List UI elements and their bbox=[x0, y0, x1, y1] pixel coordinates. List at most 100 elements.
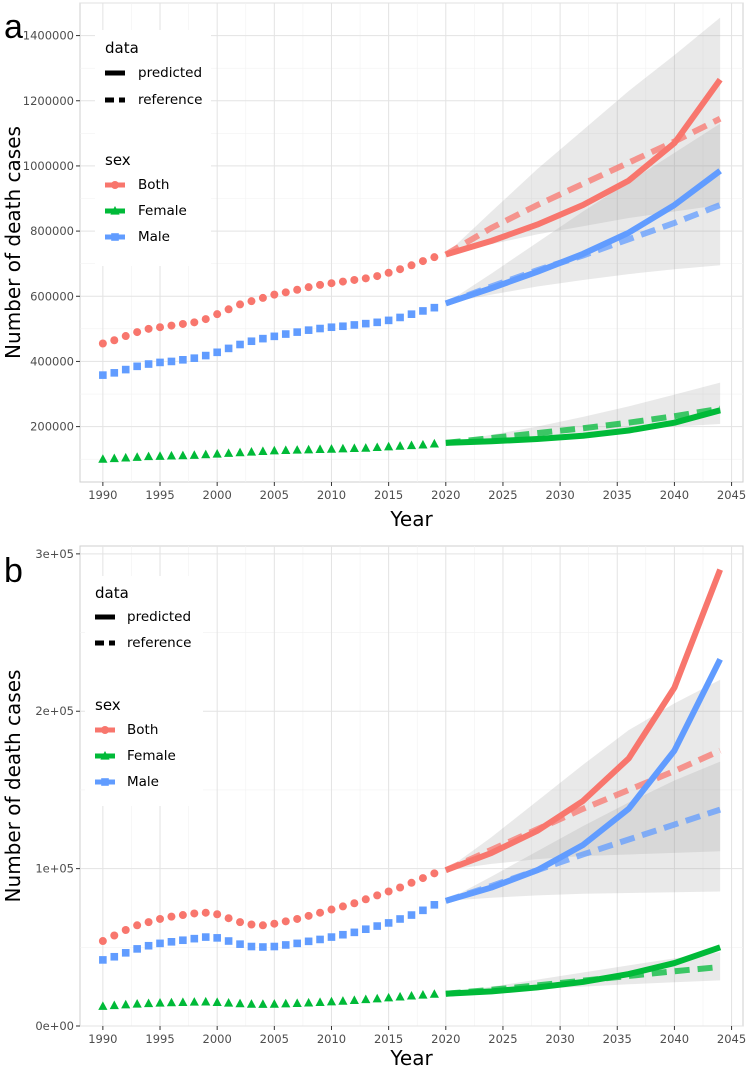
x-tick-label: 1990 bbox=[88, 488, 117, 502]
point-female bbox=[235, 447, 245, 457]
x-tick-label: 2015 bbox=[374, 488, 403, 502]
point-male bbox=[259, 334, 267, 343]
point-female bbox=[429, 989, 439, 998]
x-tick-label: 2030 bbox=[545, 488, 574, 502]
point-male bbox=[396, 915, 404, 923]
point-male bbox=[430, 303, 439, 312]
point-female bbox=[326, 996, 337, 1006]
point-female bbox=[98, 454, 108, 463]
legend-key-marker-female bbox=[110, 206, 120, 215]
y-tick-label: 1e+05 bbox=[35, 862, 74, 876]
point-both bbox=[121, 926, 130, 934]
legend-label-male: Male bbox=[127, 774, 159, 790]
point-both bbox=[167, 321, 176, 330]
point-both bbox=[293, 285, 302, 294]
point-both bbox=[338, 277, 347, 286]
point-female bbox=[361, 994, 371, 1004]
point-female bbox=[406, 990, 417, 1000]
point-male bbox=[133, 362, 141, 371]
point-male bbox=[350, 928, 359, 937]
point-male bbox=[361, 319, 370, 328]
point-both bbox=[213, 910, 222, 919]
y-tick-label: 1400000 bbox=[23, 29, 74, 43]
point-female bbox=[132, 452, 142, 461]
point-male bbox=[99, 956, 107, 964]
point-both bbox=[316, 280, 325, 289]
point-male bbox=[419, 906, 427, 915]
point-both bbox=[247, 297, 256, 306]
x-axis-title: Year bbox=[389, 1046, 433, 1070]
point-male bbox=[407, 911, 416, 919]
point-male bbox=[293, 328, 301, 336]
point-male bbox=[99, 371, 107, 379]
point-female bbox=[304, 444, 314, 454]
point-both bbox=[144, 324, 153, 333]
point-female bbox=[429, 438, 439, 448]
y-tick-label: 800000 bbox=[30, 224, 74, 238]
point-male bbox=[167, 938, 176, 946]
point-male bbox=[316, 935, 324, 944]
y-tick-label: 3e+05 bbox=[35, 547, 74, 561]
legend-key-marker-both bbox=[111, 181, 119, 189]
point-female bbox=[258, 999, 268, 1008]
band-male bbox=[445, 761, 721, 901]
point-both bbox=[258, 293, 267, 302]
axes: 1990 1995 2000 2005 2010 2015 2020 2025 2030 2035… bbox=[1, 547, 746, 1070]
point-both bbox=[281, 917, 290, 926]
point-female bbox=[235, 998, 245, 1008]
point-both bbox=[156, 914, 165, 923]
point-male bbox=[121, 949, 130, 957]
point-both bbox=[178, 911, 187, 920]
point-female bbox=[109, 1000, 119, 1010]
legend-key-marker-male bbox=[101, 778, 109, 786]
point-female bbox=[372, 442, 382, 452]
point-male bbox=[339, 322, 347, 331]
legend-label-both: Both bbox=[127, 722, 158, 738]
point-male bbox=[304, 326, 313, 334]
point-both bbox=[430, 869, 439, 878]
legend: data predicted reference sex Both Female Male bbox=[95, 30, 211, 266]
point-female bbox=[143, 451, 154, 461]
point-both bbox=[293, 914, 302, 923]
point-male bbox=[373, 318, 382, 327]
point-both bbox=[133, 328, 142, 337]
point-both bbox=[304, 911, 313, 920]
predicted-line-both bbox=[444, 77, 723, 258]
y-tick-label: 1200000 bbox=[23, 94, 74, 108]
point-male bbox=[396, 313, 404, 322]
predicted-line-male bbox=[444, 168, 722, 307]
point-male bbox=[384, 316, 393, 325]
point-male bbox=[224, 344, 233, 353]
point-female bbox=[155, 998, 165, 1007]
point-both bbox=[190, 909, 199, 918]
point-both bbox=[396, 883, 405, 892]
point-both bbox=[418, 874, 427, 883]
point-both bbox=[133, 921, 142, 930]
point-female bbox=[143, 998, 154, 1008]
point-female bbox=[155, 451, 165, 460]
point-both bbox=[190, 318, 199, 327]
reference-line-female bbox=[445, 405, 721, 446]
point-both bbox=[327, 905, 336, 914]
x-tick-label: 2045 bbox=[717, 1032, 746, 1046]
point-both bbox=[407, 878, 416, 887]
legend-title-sex: sex bbox=[105, 151, 131, 169]
point-male bbox=[110, 369, 119, 377]
point-female bbox=[109, 453, 119, 463]
point-both bbox=[430, 253, 439, 262]
series-marks bbox=[98, 77, 723, 463]
predicted-line-male bbox=[444, 657, 723, 904]
point-both bbox=[338, 902, 347, 911]
point-male bbox=[419, 307, 427, 315]
point-male bbox=[304, 937, 313, 946]
legend-label-both: Both bbox=[138, 177, 169, 193]
point-male bbox=[247, 337, 256, 346]
point-both bbox=[384, 887, 393, 896]
point-female bbox=[212, 997, 222, 1006]
point-male bbox=[201, 933, 210, 941]
point-both bbox=[350, 275, 359, 284]
panel-letter: a bbox=[4, 8, 23, 46]
legend-key-marker-female bbox=[100, 751, 110, 760]
point-male bbox=[247, 942, 256, 951]
point-both bbox=[178, 319, 187, 328]
